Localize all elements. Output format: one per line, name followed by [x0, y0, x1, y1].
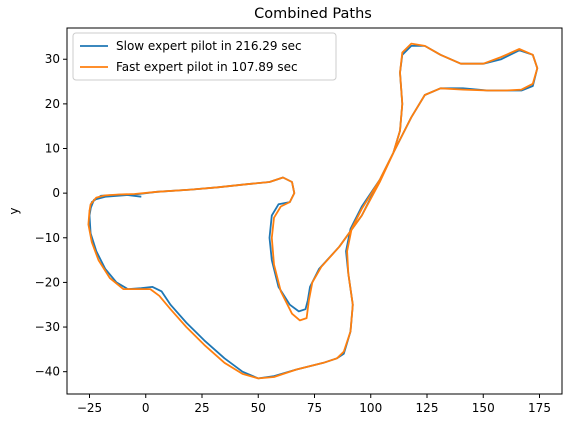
x-tick-label: 175: [528, 401, 551, 415]
x-tick-label: 0: [142, 401, 150, 415]
y-tick-label: 30: [45, 52, 60, 66]
y-tick-label: −20: [35, 275, 60, 289]
x-axis-label: x: [309, 429, 316, 432]
chart-title: Combined Paths: [254, 6, 372, 22]
y-tick-label: −10: [35, 231, 60, 245]
x-tick-label: 75: [307, 401, 322, 415]
y-tick-label: −40: [35, 365, 60, 379]
x-tick-label: 100: [359, 401, 382, 415]
y-tick-label: 10: [45, 142, 60, 156]
y-axis-label: y: [7, 207, 21, 214]
legend-label-slow: Slow expert pilot in 216.29 sec: [116, 39, 302, 53]
x-tick-label: 50: [251, 401, 266, 415]
x-tick-label: 125: [416, 401, 439, 415]
legend: Slow expert pilot in 216.29 sec Fast exp…: [72, 32, 337, 81]
x-tick-label: 25: [194, 401, 209, 415]
x-axis: −25 0 25 50 75 100 125 150 175: [77, 394, 551, 415]
y-tick-label: 20: [45, 97, 60, 111]
x-tick-label: 150: [472, 401, 495, 415]
x-tick-label: −25: [77, 401, 102, 415]
series-line-1: [87, 42, 539, 380]
y-tick-label: −30: [35, 320, 60, 334]
legend-box: [72, 32, 337, 81]
legend-label-fast: Fast expert pilot in 107.89 sec: [116, 60, 298, 74]
y-tick-label: 0: [52, 186, 60, 200]
y-axis: −40 −30 −20 −10 0 10 20 30: [35, 52, 67, 379]
series-layer: [87, 42, 539, 380]
